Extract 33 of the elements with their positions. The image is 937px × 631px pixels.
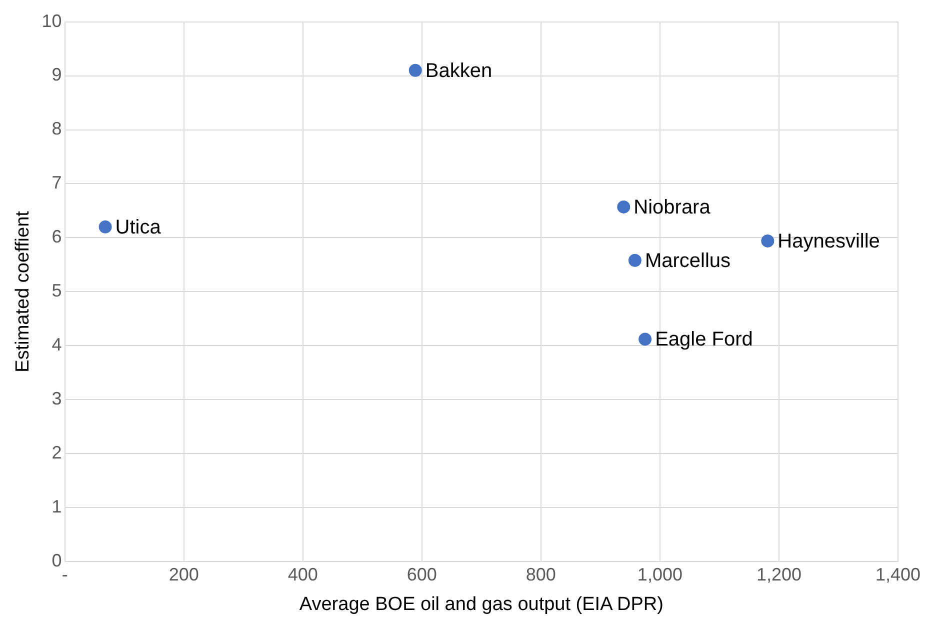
y-tick-label: 10 <box>42 10 62 31</box>
y-tick-label: 1 <box>52 496 62 517</box>
annotation: Eagle Ford <box>655 328 753 351</box>
point <box>98 220 112 234</box>
x-tick-label: 200 <box>168 564 199 584</box>
x-tick-label: 1,200 <box>756 564 802 584</box>
annotation: Marcellus <box>644 250 731 272</box>
x-tick-label: - <box>62 564 68 584</box>
x-tick-label: 1,000 <box>637 564 682 584</box>
y-tick-label: 0 <box>52 550 62 571</box>
x-tick-label: 400 <box>288 564 318 584</box>
y-tick-label: 4 <box>52 334 62 355</box>
x-axis-title: Average BOE oil and gas output (EIA DPR) <box>299 594 664 615</box>
point <box>638 332 652 346</box>
point <box>761 234 774 248</box>
y-tick-label: 8 <box>52 118 62 139</box>
point <box>628 254 642 267</box>
y-tick-label: 6 <box>52 226 62 247</box>
y-tick-label: 7 <box>52 172 62 193</box>
y-tick-label: 2 <box>52 442 62 463</box>
y-tick-label: 5 <box>52 280 62 301</box>
annotation: Utica <box>115 216 162 238</box>
annotation: Niobrara <box>634 196 712 218</box>
annotation: Haynesville <box>778 230 880 252</box>
y-tick-label: 9 <box>52 64 62 85</box>
y-tick-label: 3 <box>52 388 62 409</box>
x-tick-label: 1,400 <box>875 564 921 584</box>
annotation: Bakken <box>425 60 492 82</box>
point <box>617 200 630 214</box>
x-tick-label: 800 <box>526 564 556 584</box>
point <box>408 64 422 77</box>
y-axis-title: Estimated coeffient <box>12 210 34 372</box>
x-tick-label: 600 <box>406 564 437 584</box>
